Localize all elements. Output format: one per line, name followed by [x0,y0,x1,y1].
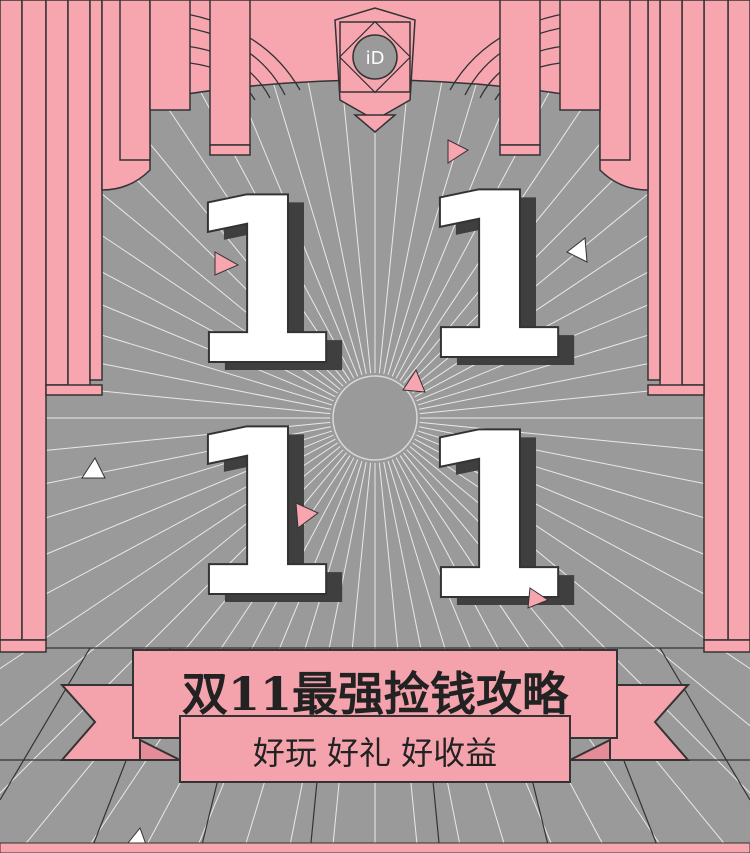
svg-text:1: 1 [198,390,358,657]
sunburst-ray [0,449,344,794]
banner-subtitle: 好玩 好礼 好收益 [253,734,497,772]
svg-text:1: 1 [182,382,342,649]
digit-top-right: 1 1 [413,144,590,420]
svg-text:1: 1 [198,158,358,425]
sunburst-ray [0,446,341,727]
title-ribbon [59,649,691,783]
banner-title: 双11最强捡钱攻略 [182,667,569,721]
sunburst-ray [378,462,419,853]
sunburst-ray [287,462,367,853]
svg-text:1: 1 [414,145,574,412]
floor-edge [0,842,750,853]
center-disc [332,375,418,461]
digit-bottom-right: 1 1 [413,384,590,660]
svg-text:1: 1 [430,393,590,660]
svg-text:1: 1 [182,150,342,417]
digit-top-left: 1 1 [181,149,358,425]
logo-badge-icon: iD [334,7,416,133]
digit-bottom-left: 1 1 [181,381,358,657]
sunburst-ray [0,442,338,670]
sunburst-ray [409,446,750,727]
svg-text:1: 1 [414,385,574,652]
sunburst-ray [331,462,372,853]
sunburst-ray [383,462,463,853]
sunburst-ray [412,442,750,670]
right-curtain [499,0,750,653]
svg-text:1: 1 [430,153,590,420]
left-curtain [0,0,251,653]
sunburst-ray [406,449,750,794]
logo-text: iD [366,48,385,69]
